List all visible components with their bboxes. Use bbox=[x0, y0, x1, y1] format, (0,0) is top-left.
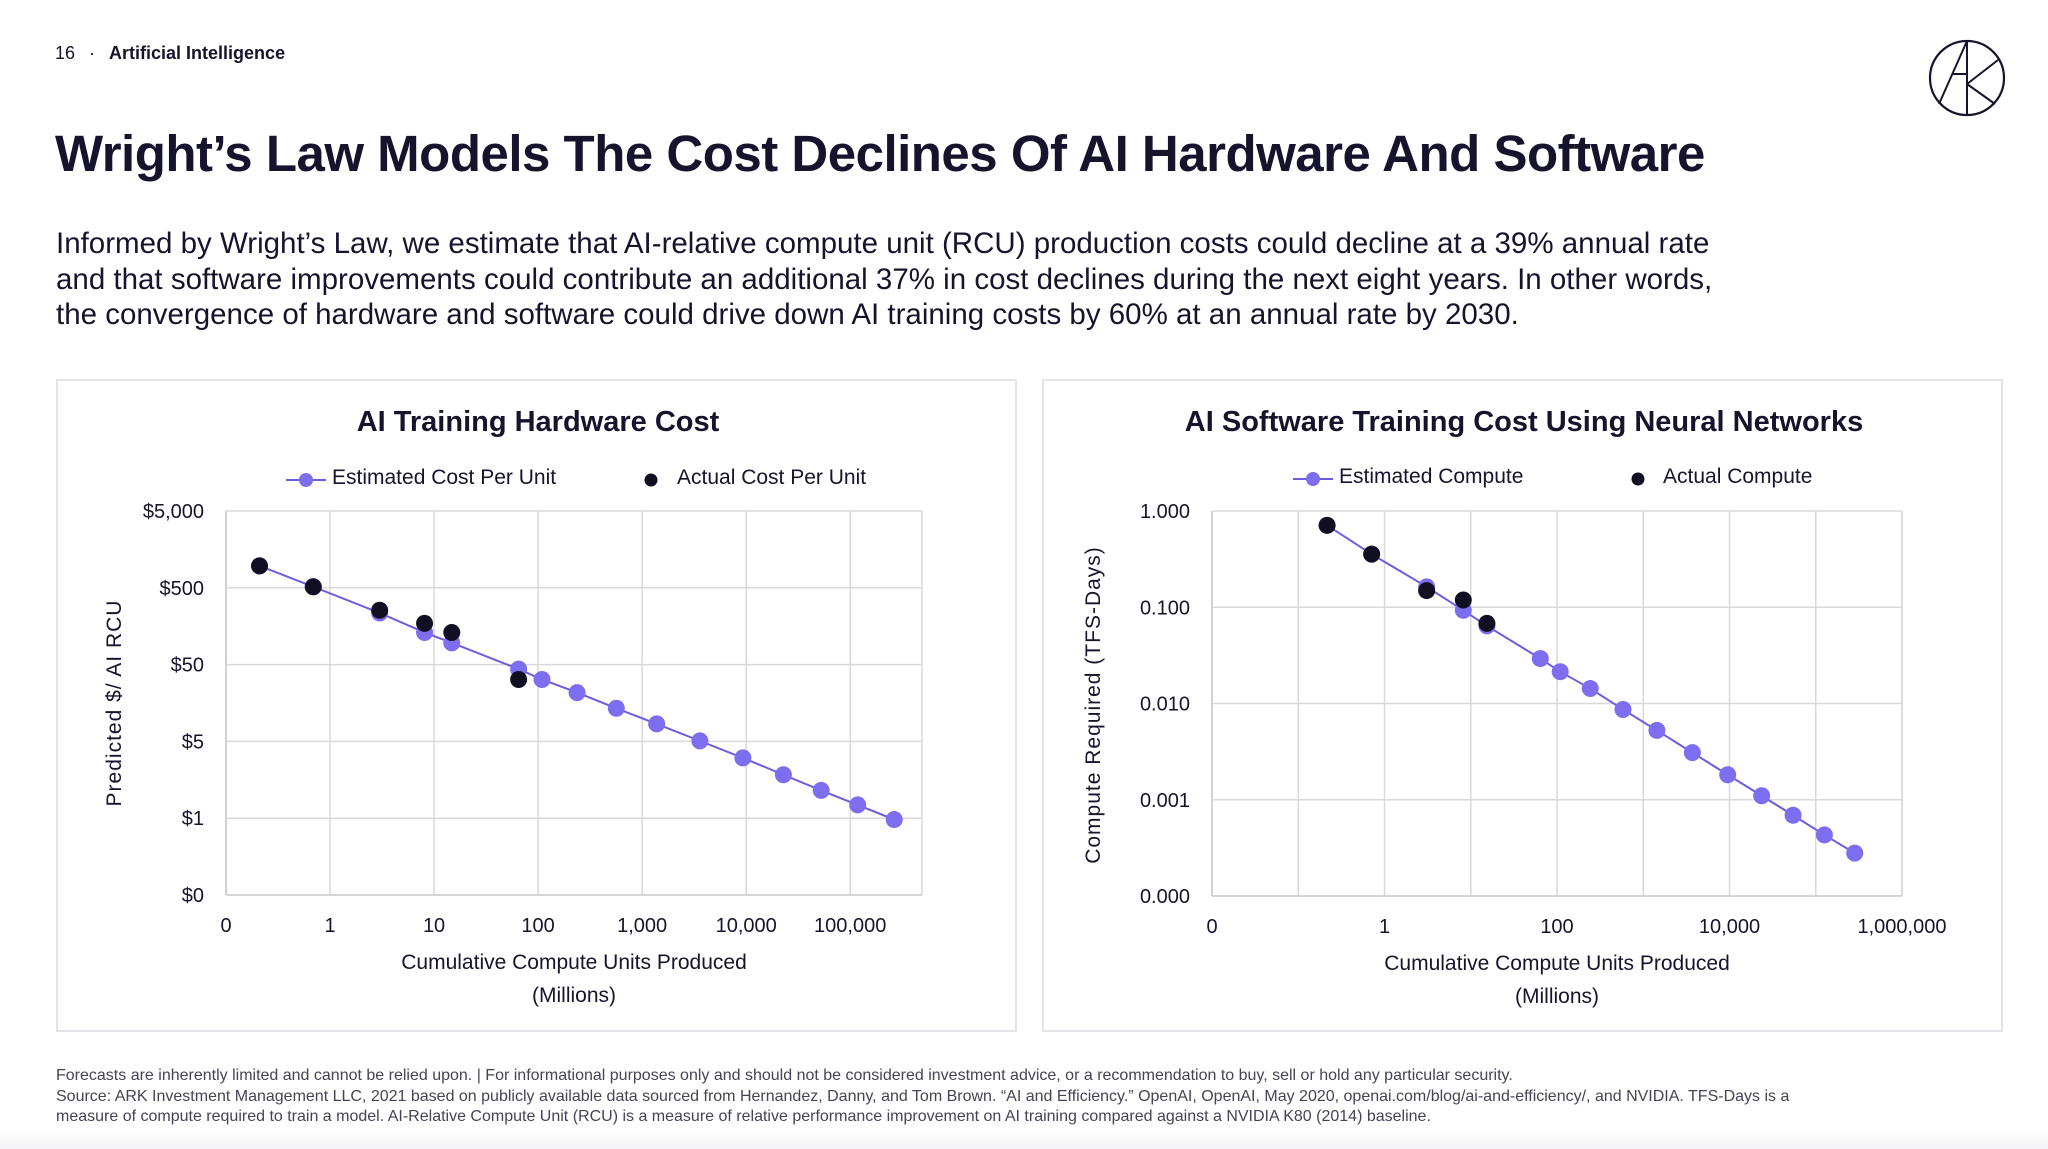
x-tick-label: 100,000 bbox=[814, 915, 886, 937]
intro-line: the convergence of hardware and software… bbox=[56, 298, 1519, 331]
legend-estimated-cost: Estimated Cost Per Unit bbox=[332, 466, 557, 489]
legend-actual-cost: Actual Cost Per Unit bbox=[677, 466, 867, 489]
chart-0: $5,000 $500 $50 $5 $1 $0 0 1 10 100 1,000 10,000 100… bbox=[143, 501, 923, 937]
estimated-point bbox=[1581, 680, 1599, 698]
y-tick-label: $5 bbox=[182, 731, 204, 753]
estimated-point bbox=[734, 749, 752, 767]
actual-point bbox=[1454, 591, 1472, 609]
ark-logo-icon bbox=[1928, 39, 2006, 117]
intro-line: and that software improvements could con… bbox=[56, 262, 1713, 296]
x-tick-label: 1,000 bbox=[617, 915, 667, 937]
estimated-trend-line bbox=[259, 564, 895, 821]
x-tick-label: 100 bbox=[521, 915, 554, 937]
legend-actual-marker-icon bbox=[644, 473, 658, 487]
x-tick-label: 0 bbox=[1206, 916, 1217, 938]
estimated-point bbox=[1531, 650, 1549, 668]
hardware-chart-panel bbox=[56, 379, 1017, 1032]
estimated-point bbox=[812, 781, 830, 799]
x-tick-label: 10,000 bbox=[716, 915, 777, 937]
intro-text: Informed by Wright’s Law, we estimate th… bbox=[56, 226, 2006, 333]
estimated-point bbox=[607, 699, 625, 717]
estimated-point bbox=[1846, 844, 1864, 862]
estimated-point bbox=[849, 796, 867, 814]
x-tick-label: 1 bbox=[324, 915, 335, 937]
software-chart-title: AI Software Training Cost Using Neural N… bbox=[1184, 406, 1864, 438]
y-tick-label: 0.001 bbox=[1140, 790, 1190, 812]
estimated-trend-line bbox=[1326, 524, 1856, 854]
x-axis-label-line: Cumulative Compute Units Produced bbox=[1384, 952, 1730, 975]
estimated-point bbox=[1784, 806, 1802, 824]
y-tick-label: 0.000 bbox=[1140, 886, 1190, 908]
estimated-point bbox=[1648, 721, 1666, 739]
actual-point bbox=[443, 623, 461, 641]
actual-point bbox=[1363, 545, 1381, 563]
actual-point bbox=[304, 578, 322, 596]
y-tick-label: $50 bbox=[171, 655, 204, 677]
bottom-strip bbox=[0, 1128, 2048, 1149]
page-header: 16 · Artificial Intelligence bbox=[55, 43, 285, 64]
separator: · bbox=[89, 43, 96, 63]
y-tick-label: $0 bbox=[182, 885, 204, 907]
x-tick-label: 10,000 bbox=[1699, 916, 1760, 938]
footnotes: Forecasts are inherently limited and can… bbox=[56, 1066, 1789, 1128]
hardware-chart-title: AI Training Hardware Cost bbox=[356, 406, 720, 438]
x-tick-label: 0 bbox=[220, 915, 231, 937]
x-axis-label-units: (Millions) bbox=[532, 984, 616, 1007]
x-tick-label: 1 bbox=[1379, 916, 1390, 938]
estimated-point bbox=[1815, 826, 1833, 844]
estimated-point bbox=[691, 732, 709, 750]
legend-actual-compute: Actual Compute bbox=[1663, 465, 1813, 488]
y-tick-label: $500 bbox=[160, 578, 205, 600]
x-axis-label-line: Cumulative Compute Units Produced bbox=[401, 951, 747, 974]
estimated-point bbox=[533, 670, 551, 688]
x-tick-label: 10 bbox=[423, 915, 445, 937]
chart-1: 1.000 0.100 0.010 0.001 0.000 0 1 100 10,000 1,00… bbox=[1140, 501, 1947, 938]
y-tick-label: 1.000 bbox=[1140, 501, 1190, 523]
section-name: Artificial Intelligence bbox=[109, 43, 286, 63]
estimated-point bbox=[885, 811, 903, 829]
actual-point bbox=[416, 614, 434, 632]
page-title: Wright’s Law Models The Cost Declines Of… bbox=[55, 125, 1705, 182]
x-tick-label: 100 bbox=[1540, 916, 1573, 938]
legend-estimated-marker-icon bbox=[1293, 472, 1333, 486]
estimated-point bbox=[1683, 744, 1701, 762]
hardware-x-axis-label: Cumulative Compute Units Produced (Milli… bbox=[401, 946, 747, 1012]
software-x-axis-label: Cumulative Compute Units Produced (Milli… bbox=[1384, 947, 1730, 1013]
y-tick-label: $5,000 bbox=[143, 501, 204, 523]
y-tick-label: $1 bbox=[182, 808, 204, 830]
estimated-point bbox=[1753, 787, 1771, 805]
estimated-point bbox=[648, 715, 666, 733]
page-number: 16 bbox=[55, 43, 76, 63]
actual-point bbox=[251, 557, 269, 575]
y-tick-label: 0.010 bbox=[1140, 694, 1190, 716]
estimated-point bbox=[774, 766, 792, 784]
source-line: measure of compute required to train a m… bbox=[56, 1108, 1431, 1125]
estimated-point bbox=[568, 684, 586, 702]
legend-estimated-compute: Estimated Compute bbox=[1339, 465, 1524, 488]
actual-point bbox=[1318, 516, 1336, 534]
estimated-point bbox=[1719, 766, 1737, 784]
legend-actual-marker-icon bbox=[1631, 472, 1645, 486]
software-chart-panel bbox=[1042, 379, 2003, 1032]
y-tick-label: 0.100 bbox=[1140, 597, 1190, 619]
actual-point bbox=[510, 670, 528, 688]
source-line: Source: ARK Investment Management LLC, 2… bbox=[56, 1087, 1790, 1105]
actual-point bbox=[1478, 614, 1496, 632]
actual-point bbox=[1418, 582, 1436, 600]
estimated-point bbox=[1551, 663, 1569, 681]
legend-estimated-marker-icon bbox=[286, 473, 326, 487]
x-axis-label-units: (Millions) bbox=[1515, 985, 1599, 1008]
disclaimer-line: Forecasts are inherently limited and can… bbox=[56, 1067, 1513, 1084]
actual-point bbox=[371, 601, 389, 619]
estimated-point bbox=[1614, 700, 1632, 718]
intro-line: Informed by Wright’s Law, we estimate th… bbox=[56, 227, 1710, 260]
x-tick-label: 1,000,000 bbox=[1858, 916, 1947, 938]
